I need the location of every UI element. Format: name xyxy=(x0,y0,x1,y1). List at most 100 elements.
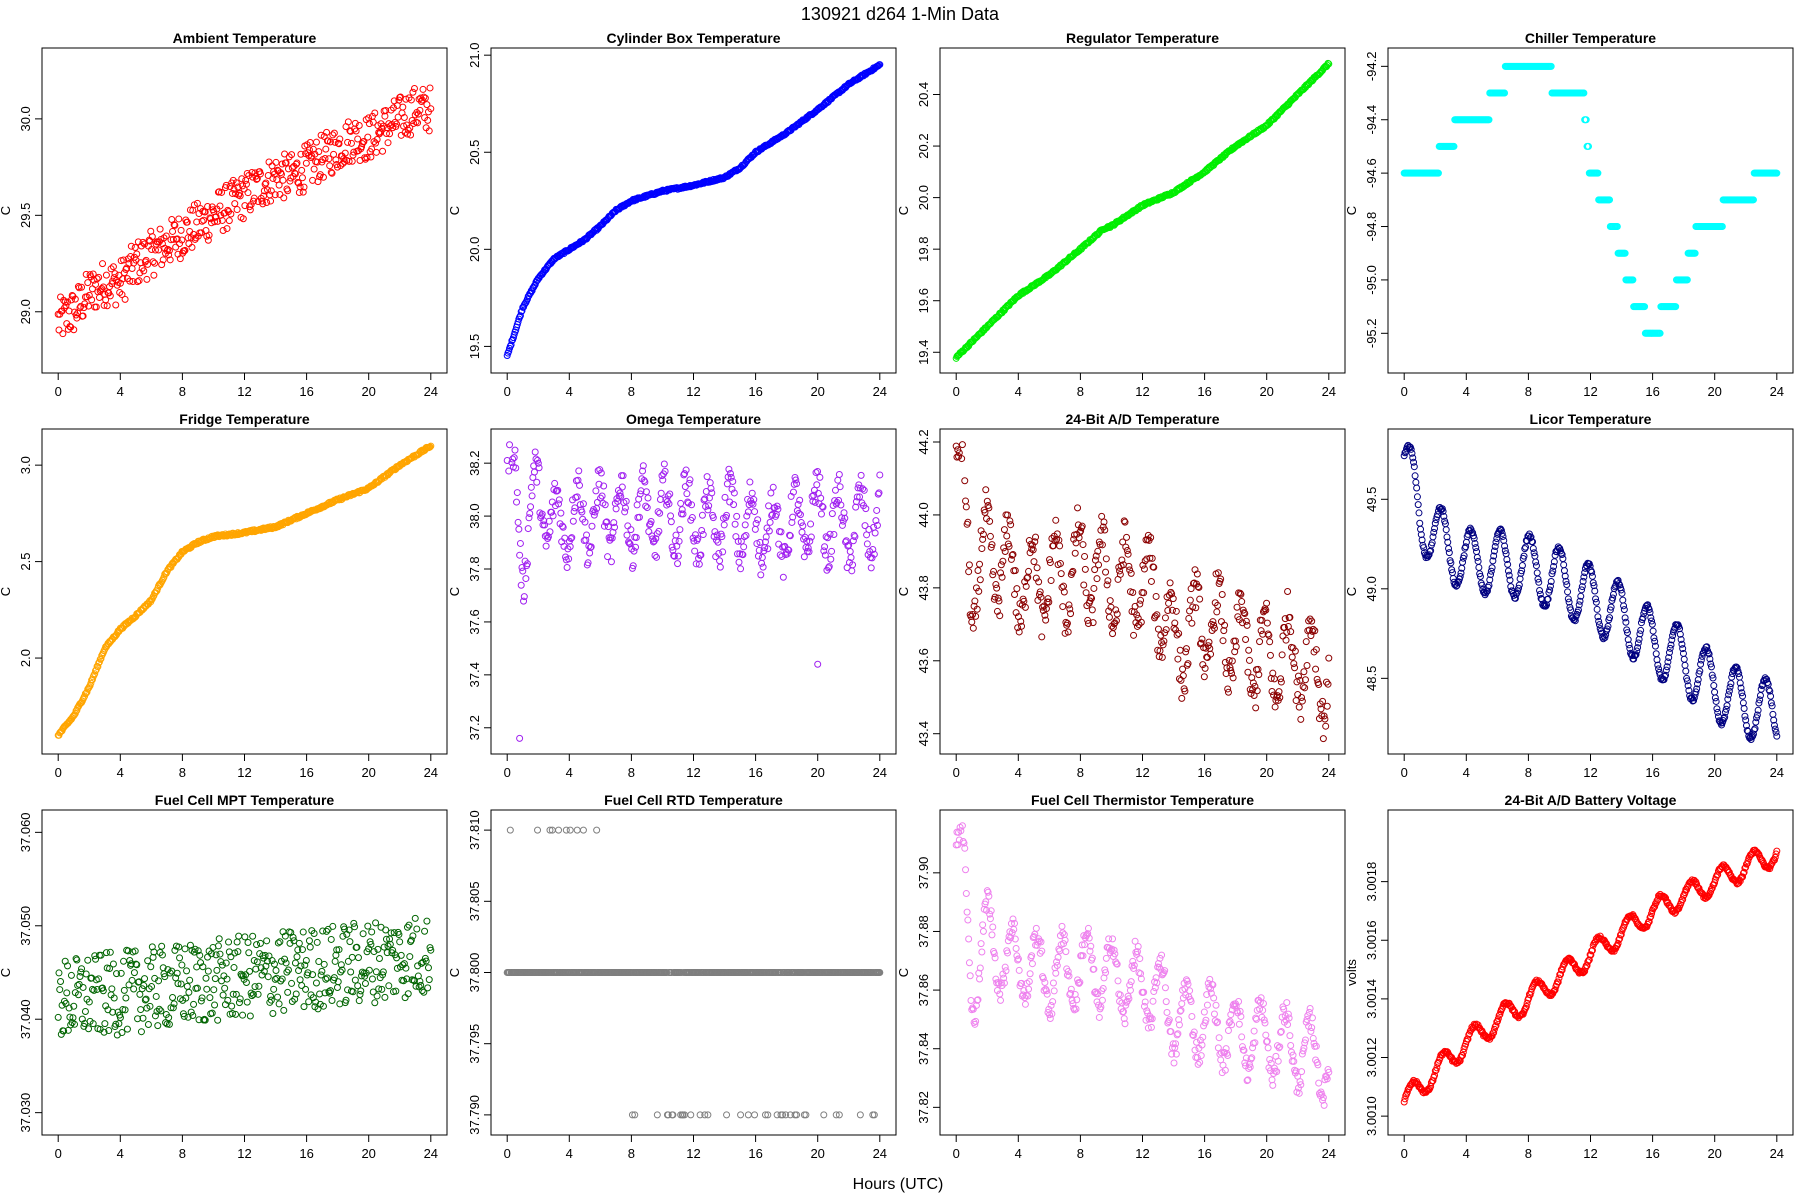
data-point xyxy=(1088,594,1096,602)
data-point xyxy=(148,233,156,241)
data-point xyxy=(1434,511,1442,519)
data-point xyxy=(1622,618,1630,626)
y-axis-label: C xyxy=(1344,587,1359,596)
x-tick-label: 0 xyxy=(504,765,511,780)
data-point xyxy=(216,202,224,210)
data-point xyxy=(236,192,244,200)
data-point xyxy=(1015,628,1023,636)
data-point xyxy=(847,554,855,562)
data-point xyxy=(644,494,652,502)
data-point xyxy=(1159,641,1167,649)
data-point xyxy=(291,170,299,178)
data-point xyxy=(516,539,524,547)
data-point xyxy=(579,826,587,834)
y-tick-label: 37.050 xyxy=(18,906,33,946)
data-point xyxy=(723,1111,731,1119)
data-point xyxy=(518,564,526,572)
data-point xyxy=(411,914,419,922)
y-tick-label: 20.5 xyxy=(467,140,482,165)
data-point xyxy=(817,494,825,502)
data-point xyxy=(155,246,163,254)
data-point xyxy=(230,964,238,972)
data-point xyxy=(242,176,250,184)
data-point xyxy=(223,225,231,233)
data-point xyxy=(993,584,1001,592)
data-point xyxy=(204,953,212,961)
data-point xyxy=(126,277,134,285)
data-point xyxy=(144,1021,152,1029)
data-point xyxy=(1258,616,1266,624)
data-point xyxy=(595,480,603,488)
data-point xyxy=(329,131,337,139)
data-point xyxy=(243,169,251,177)
data-point xyxy=(875,489,883,497)
data-point xyxy=(1009,551,1017,559)
y-tick-label: 29.5 xyxy=(18,203,33,228)
data-point xyxy=(351,976,359,984)
data-point xyxy=(746,478,754,486)
data-point xyxy=(312,979,320,987)
data-point xyxy=(165,246,173,254)
x-tick-label: 20 xyxy=(810,1146,824,1161)
x-tick-label: 24 xyxy=(873,384,887,399)
data-point xyxy=(1246,686,1254,694)
x-tick-label: 0 xyxy=(953,765,960,780)
data-point xyxy=(355,997,363,1005)
data-point xyxy=(260,187,268,195)
y-tick-label: 20.0 xyxy=(916,185,931,210)
data-point xyxy=(1415,509,1423,517)
data-point xyxy=(1166,579,1174,587)
data-points xyxy=(503,61,884,360)
data-point xyxy=(242,180,250,188)
data-point xyxy=(1059,603,1067,611)
data-point xyxy=(551,479,559,487)
data-point xyxy=(873,521,881,529)
data-points xyxy=(1400,441,1781,743)
data-point xyxy=(211,975,219,983)
data-point xyxy=(590,511,598,519)
data-point xyxy=(63,989,71,997)
data-point xyxy=(426,443,434,451)
data-point xyxy=(64,298,72,306)
data-point xyxy=(952,442,960,450)
data-point xyxy=(797,519,805,527)
data-point xyxy=(120,957,128,965)
data-point xyxy=(416,106,424,114)
data-point xyxy=(1121,518,1129,526)
data-point xyxy=(364,922,372,930)
data-point xyxy=(120,986,128,994)
data-point xyxy=(632,534,640,542)
data-point xyxy=(101,1020,109,1028)
data-point xyxy=(130,985,138,993)
data-point xyxy=(1045,598,1053,606)
data-point xyxy=(1217,575,1225,583)
data-point xyxy=(816,473,824,481)
data-point xyxy=(357,987,365,995)
data-point xyxy=(718,533,726,541)
x-tick-label: 16 xyxy=(1197,384,1211,399)
data-point xyxy=(725,465,733,473)
data-point xyxy=(92,667,100,675)
data-point xyxy=(177,226,185,234)
data-point xyxy=(1609,590,1617,598)
data-point xyxy=(108,985,116,993)
y-axis-label: C xyxy=(896,587,911,596)
data-point xyxy=(397,951,405,959)
data-point xyxy=(1188,619,1196,627)
data-point xyxy=(333,983,341,991)
data-point xyxy=(1238,598,1246,606)
y-tick-label: 43.4 xyxy=(916,721,931,746)
data-point xyxy=(853,493,861,501)
data-point xyxy=(559,523,567,531)
data-point xyxy=(1033,564,1041,572)
data-point xyxy=(601,501,609,509)
y-tick-label: 38.2 xyxy=(467,451,482,476)
data-point xyxy=(271,191,279,199)
x-tick-label: 20 xyxy=(810,384,824,399)
data-point xyxy=(1417,525,1425,533)
panel-title: Omega Temperature xyxy=(626,411,761,427)
data-point xyxy=(709,514,717,522)
data-point xyxy=(557,509,565,517)
